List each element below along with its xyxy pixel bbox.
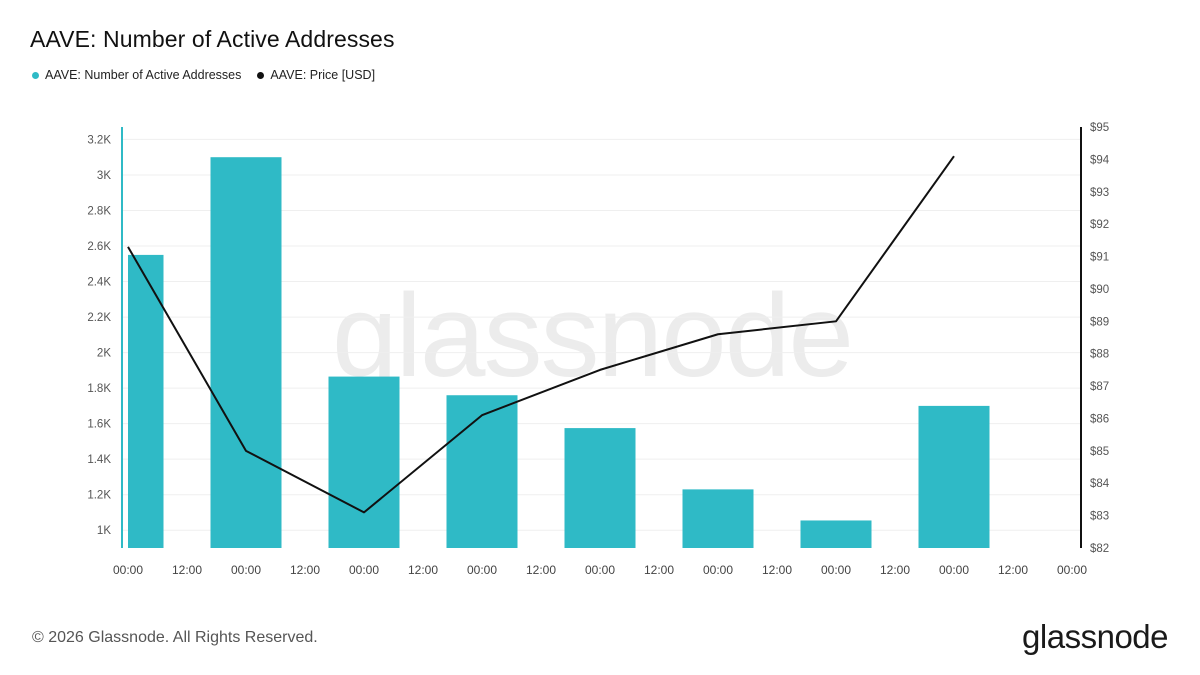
legend-label-active-addresses: AAVE: Number of Active Addresses	[45, 68, 242, 82]
legend-item-price[interactable]: AAVE: Price [USD]	[257, 68, 375, 82]
x-axis-tick-label: 00:00	[349, 563, 379, 577]
left-axis-tick-label: 2.8K	[87, 205, 111, 217]
x-axis-tick-label: 00:00	[1057, 563, 1087, 577]
bar-active-addresses	[128, 254, 164, 548]
x-axis-tick-label: 12:00	[290, 563, 320, 577]
brand-logo: glassnode	[1022, 618, 1168, 655]
legend-item-active-addresses[interactable]: AAVE: Number of Active Addresses	[32, 68, 241, 82]
left-axis-tick-label: 2.2K	[87, 312, 111, 324]
legend-dot-active-addresses	[32, 71, 39, 79]
right-axis-tick-label: $90	[1090, 284, 1109, 296]
right-axis-tick-label: $86	[1090, 413, 1109, 425]
price-line	[127, 155, 955, 514]
x-axis-tick-label: 12:00	[644, 563, 674, 577]
right-axis-tick-label: $88	[1090, 349, 1109, 361]
left-axis-tick-label: 3K	[97, 170, 111, 182]
copyright-footer: © 2026 Glassnode. All Rights Reserved.	[32, 629, 318, 646]
x-axis-tick-label: 12:00	[526, 563, 556, 577]
x-axis-tick-label: 00:00	[585, 563, 615, 577]
bar-active-addresses	[210, 157, 282, 549]
right-axis-tick-label: $87	[1090, 381, 1109, 393]
watermark: glassnode	[332, 270, 854, 402]
right-axis-tick-label: $95	[1090, 122, 1109, 134]
chart-title: AAVE: Number of Active Addresses	[30, 26, 395, 52]
left-axis-tick-label: 1.4K	[87, 454, 111, 466]
x-axis-tick-label: 00:00	[703, 563, 733, 577]
legend-label-price: AAVE: Price [USD]	[270, 68, 376, 82]
bar-active-addresses	[328, 376, 400, 548]
left-axis-tick-label: 3.2K	[87, 134, 111, 146]
left-axis-tick-label: 1.6K	[87, 419, 111, 431]
legend-dot-price	[257, 71, 265, 79]
x-axis-tick-label: 12:00	[172, 563, 202, 577]
right-axis-tick-label: $85	[1090, 446, 1109, 458]
right-axis-tick-label: $91	[1090, 252, 1109, 264]
bar-active-addresses	[918, 405, 990, 548]
x-axis-tick-label: 00:00	[467, 563, 497, 577]
right-axis-tick-label: $92	[1090, 219, 1109, 231]
left-axis-tick-label: 2K	[97, 348, 111, 360]
bar-active-addresses	[446, 395, 518, 548]
x-axis-tick-label: 00:00	[821, 563, 851, 577]
x-axis-tick-label: 00:00	[113, 563, 143, 577]
right-axis-tick-label: $82	[1090, 543, 1109, 555]
bar-active-addresses	[800, 520, 872, 548]
x-axis-tick-label: 12:00	[880, 563, 910, 577]
x-axis-tick-label: 12:00	[762, 563, 792, 577]
right-axis-tick-label: $83	[1090, 511, 1109, 523]
legend: AAVE: Number of Active Addresses AAVE: P…	[32, 68, 391, 82]
right-axis-tick-label: $89	[1090, 316, 1109, 328]
x-axis-tick-label: 00:00	[231, 563, 261, 577]
bar-active-addresses	[682, 489, 754, 548]
left-axis-tick-label: 1K	[97, 525, 111, 537]
x-axis-tick-label: 12:00	[998, 563, 1028, 577]
bar-active-addresses	[564, 428, 636, 548]
right-axis-tick-label: $84	[1090, 478, 1110, 490]
left-axis-tick-label: 2.6K	[87, 241, 111, 253]
x-axis-tick-label: 00:00	[939, 563, 969, 577]
right-axis-tick-label: $93	[1090, 187, 1109, 199]
left-axis-tick-label: 1.2K	[87, 490, 111, 502]
left-axis-tick-label: 2.4K	[87, 277, 111, 289]
left-axis-tick-label: 1.8K	[87, 383, 111, 395]
x-axis-tick-label: 12:00	[408, 563, 438, 577]
right-axis-tick-label: $94	[1090, 154, 1110, 166]
